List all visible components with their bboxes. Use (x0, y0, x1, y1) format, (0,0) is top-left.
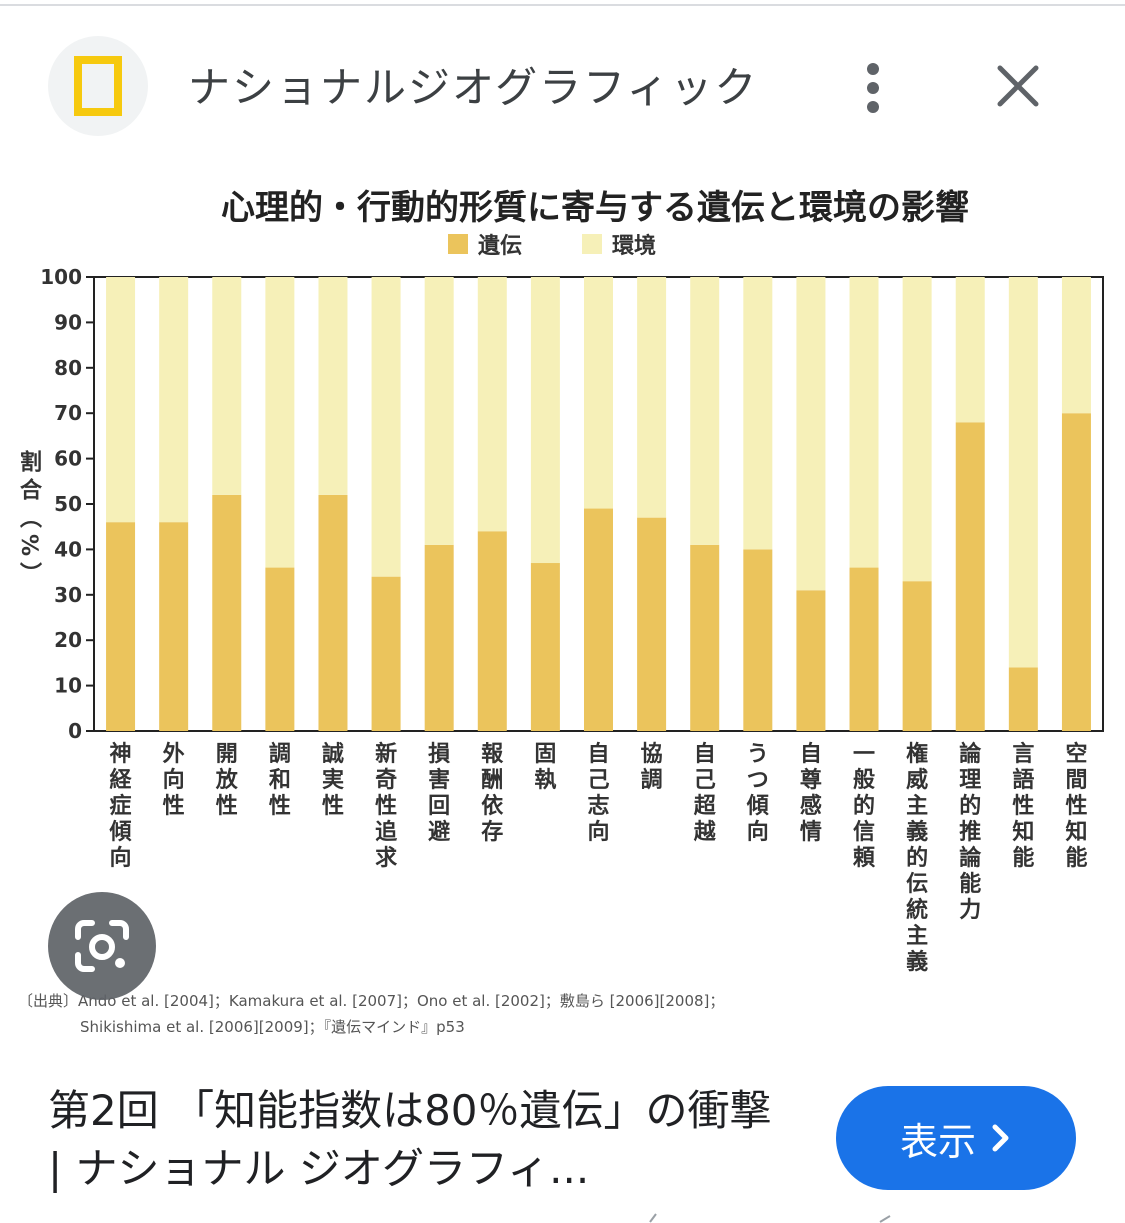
y-tick-label: 0 (68, 719, 82, 743)
bar-heredity (1061, 413, 1091, 731)
bar-environment (743, 277, 773, 550)
x-tick-label: 自己超越 (693, 741, 717, 845)
y-tick-label: 60 (54, 447, 82, 471)
bar-heredity (743, 549, 773, 731)
bar-environment (212, 277, 242, 495)
y-axis-label: 割合（%） (16, 450, 41, 591)
bar-environment (1061, 277, 1091, 414)
bar-environment (106, 277, 136, 523)
national-geographic-logo-icon (74, 56, 122, 116)
bar-heredity (902, 581, 932, 731)
bar-environment (902, 277, 932, 582)
legend-label-environment: 環境 (612, 234, 657, 259)
stacked-bar-chart: 0 10 20 30 40 50 60 70 80 90 100 神経症傾向 外向性 開放性 調和性 誠実性 新… (40, 265, 1104, 975)
y-tick-label: 70 (54, 401, 82, 425)
site-title[interactable]: ナショナルジオグラフィック (188, 63, 759, 112)
next-result-peek (649, 1213, 891, 1223)
bar-environment (265, 277, 295, 568)
y-tick-label: 90 (54, 310, 82, 334)
bar-environment (371, 277, 401, 577)
chevron-right-icon (992, 1124, 1009, 1152)
x-tick-label: 空間性知能 (1065, 741, 1087, 871)
x-tick-label: 権威主義的伝統主義 (906, 741, 928, 975)
x-tick-label: 開放性 (215, 742, 239, 819)
bar-environment (584, 277, 613, 509)
bar-heredity (159, 522, 189, 731)
more-vert-icon (867, 63, 879, 113)
y-tick-label: 10 (54, 674, 82, 698)
chart-title: 心理的・行動的形質に寄与する遺伝と環境の影響 (221, 188, 969, 228)
bar-heredity (955, 422, 985, 731)
y-tick-label: 20 (54, 628, 82, 652)
y-tick-label: 50 (54, 492, 82, 516)
bar-heredity (1008, 667, 1038, 731)
bar-environment (690, 277, 720, 545)
chart-legend: 遺伝 環境 (448, 228, 656, 260)
legend-item-heredity: 遺伝 (448, 228, 522, 260)
x-tick-label: 新奇性追求 (375, 741, 397, 871)
legend-item-environment: 環境 (582, 228, 656, 260)
x-tick-label: 論理的推論能力 (959, 741, 982, 923)
x-tick-label: 報酬依存 (481, 741, 504, 845)
legend-swatch-heredity (448, 234, 468, 254)
bar-heredity (637, 517, 667, 731)
legend-swatch-environment (582, 234, 603, 254)
bar-environment (318, 277, 348, 495)
bar-heredity (530, 563, 560, 731)
x-tick-label: 固執 (534, 742, 556, 793)
close-button[interactable] (990, 58, 1046, 114)
site-logo[interactable] (48, 36, 148, 136)
bar-heredity (796, 590, 826, 731)
view-button-label: 表示 (899, 1119, 976, 1164)
bar-environment (637, 277, 667, 518)
top-divider (0, 0, 1125, 6)
x-tick-label: 神経症傾向 (109, 741, 133, 871)
result-caption[interactable]: 第2回 「知能指数は80％遺伝」の衝撃 | ナショナル ジオグラフィ... (48, 1086, 772, 1193)
google-lens-icon (75, 920, 129, 972)
bar-heredity (106, 522, 136, 731)
x-tick-label: うつ傾向 (746, 742, 770, 845)
x-tick-label: 協調 (641, 741, 663, 793)
bar-environment (796, 277, 826, 591)
close-icon (997, 65, 1039, 107)
bar-heredity (371, 576, 401, 731)
view-button[interactable]: 表示 (836, 1086, 1076, 1190)
bar-environment (849, 277, 879, 568)
y-tick-label: 40 (54, 537, 82, 561)
bar-heredity (424, 544, 454, 731)
source-line-2: Shikishima et al. [2006][2009]；『遺伝マインド』p… (80, 1018, 465, 1036)
x-tick-label: 言語性知能 (1012, 741, 1034, 871)
bar-environment (477, 277, 507, 532)
x-tick-label: 調和性 (269, 741, 291, 819)
google-lens-button[interactable] (48, 892, 156, 1000)
y-tick-label: 80 (54, 356, 82, 380)
x-tick-label: 損害回避 (428, 742, 451, 845)
bar-environment (1008, 277, 1038, 668)
chart-source: 〔出典〕Ando et al. [2004]；Kamakura et al. [… (18, 988, 918, 1040)
x-tick-label: 誠実性 (322, 741, 344, 819)
y-tick-label: 100 (40, 265, 82, 289)
source-line-1: 〔出典〕Ando et al. [2004]；Kamakura et al. [… (18, 992, 725, 1010)
bar-heredity (212, 494, 242, 731)
legend-label-heredity: 遺伝 (478, 234, 523, 259)
chart-image[interactable]: 心理的・行動的形質に寄与する遺伝と環境の影響 遺伝 環境 割合（%） 0 10 20… (0, 160, 1125, 1040)
bar-heredity (265, 567, 295, 731)
bar-environment (424, 277, 454, 545)
bar-environment (159, 277, 189, 523)
bar-heredity (318, 494, 348, 731)
x-tick-label: 一般的信頼 (853, 742, 876, 871)
bar-heredity (584, 508, 613, 731)
x-tick-label: 自尊感情 (800, 741, 822, 845)
bar-heredity (849, 567, 879, 731)
x-tick-label: 自己志向 (587, 741, 609, 845)
bar-environment (955, 277, 985, 423)
bar-heredity (690, 544, 720, 731)
x-tick-label: 外向性 (163, 741, 185, 819)
more-options-button[interactable] (848, 56, 898, 120)
bar-environment (530, 277, 560, 564)
y-tick-label: 30 (54, 583, 82, 607)
bar-heredity (477, 531, 507, 731)
